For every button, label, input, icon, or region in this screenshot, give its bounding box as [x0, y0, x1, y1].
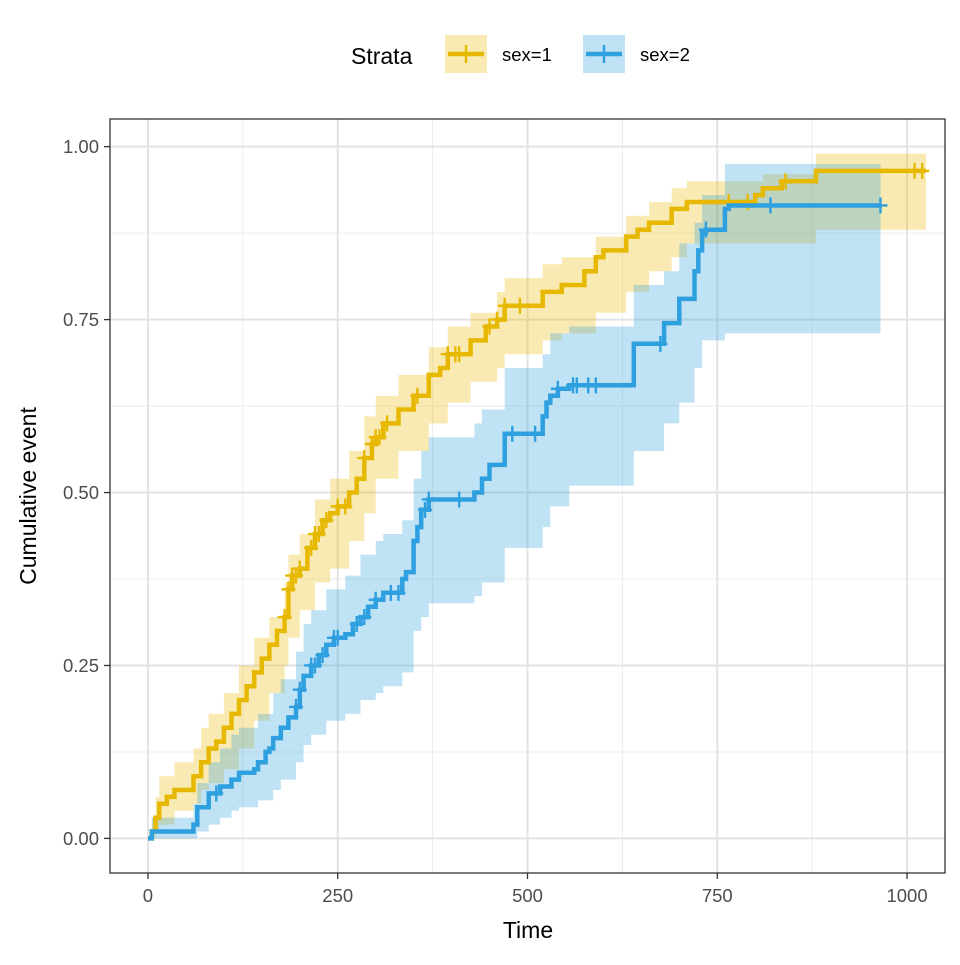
censor-mark — [915, 162, 930, 179]
censor-mark — [349, 615, 364, 632]
censor-mark — [281, 581, 296, 598]
legend-item-sex-2: sex=2 — [583, 35, 690, 73]
censor-mark — [873, 197, 888, 214]
confidence-band-sex-1 — [148, 153, 926, 839]
censor-mark — [292, 560, 307, 577]
censor-mark — [372, 429, 387, 446]
censor-mark — [421, 491, 436, 508]
censor-mark — [209, 785, 224, 802]
censor-mark — [418, 501, 433, 518]
censor-mark — [482, 318, 497, 335]
step-line-sex-1 — [148, 168, 926, 841]
censor-mark — [452, 491, 467, 508]
censor-mark — [528, 425, 543, 442]
legend: Strata sex=1 sex=2 — [351, 35, 690, 73]
axes: 0 250 500 750 1000 0.00 0.25 0.50 0.75 1.00 — [63, 136, 928, 906]
censor-mark — [550, 380, 565, 397]
x-tick-label: 250 — [322, 885, 353, 906]
x-axis-label: Time — [503, 917, 553, 943]
x-tick-label: 0 — [143, 885, 153, 906]
censor-mark — [307, 657, 322, 674]
x-tick-label: 750 — [702, 885, 733, 906]
censor-mark — [490, 311, 505, 328]
y-axis-label: Cumulative event — [15, 407, 41, 585]
legend-label: sex=2 — [640, 44, 690, 65]
censor-mark — [698, 221, 713, 238]
censor-mark — [288, 698, 303, 715]
censor-mark — [357, 609, 372, 626]
censor-mark — [778, 173, 793, 190]
censor-mark — [368, 591, 383, 608]
censor-mark — [410, 387, 425, 404]
censor-mark — [315, 647, 330, 664]
censor-mark — [588, 377, 603, 394]
censor-mark — [304, 539, 319, 556]
censor-mark — [311, 526, 326, 543]
y-tick-label: 0.00 — [63, 828, 99, 849]
legend-title: Strata — [351, 43, 413, 69]
x-tick-label: 500 — [512, 885, 543, 906]
y-tick-label: 0.75 — [63, 309, 99, 330]
censor-mark — [277, 609, 292, 626]
censor-marks-sex-2 — [209, 197, 888, 802]
censor-mark — [452, 346, 467, 363]
censor-mark — [292, 681, 307, 698]
censor-mark — [512, 297, 527, 314]
confidence-band-sex-2 — [148, 164, 881, 839]
censor-mark — [357, 449, 372, 466]
x-tick-label: 1000 — [886, 885, 927, 906]
censor-mark — [505, 425, 520, 442]
grid — [110, 119, 945, 873]
censor-mark — [338, 498, 353, 515]
legend-item-sex-1: sex=1 — [445, 35, 552, 73]
censor-mark — [497, 297, 512, 314]
y-tick-label: 0.50 — [63, 482, 99, 503]
y-tick-label: 1.00 — [63, 136, 99, 157]
censor-mark — [653, 335, 668, 352]
y-tick-label: 0.25 — [63, 655, 99, 676]
censor-mark — [319, 512, 334, 529]
censor-mark — [380, 415, 395, 432]
censor-mark — [391, 584, 406, 601]
legend-label: sex=1 — [502, 44, 552, 65]
censor-mark — [330, 629, 345, 646]
censor-mark — [763, 197, 778, 214]
